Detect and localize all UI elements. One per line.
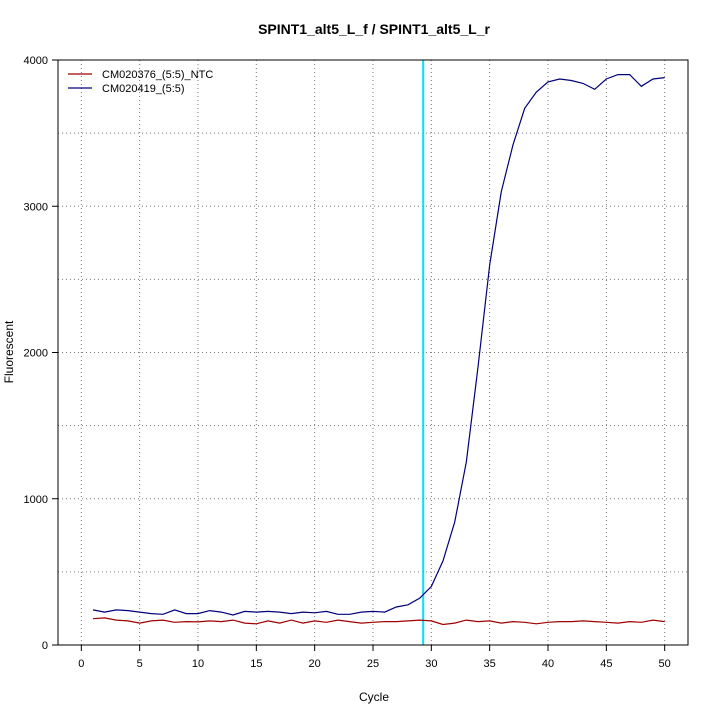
x-axis: 0 5 10 15 20 25 30 35 40 45 50 [78, 645, 671, 670]
x-tick-label: 35 [484, 658, 496, 670]
legend-label: CM020376_(5:5)_NTC [102, 69, 213, 81]
y-tick-label: 3000 [24, 201, 48, 213]
x-tick-label: 50 [659, 658, 671, 670]
x-tick-label: 10 [192, 658, 204, 670]
x-tick-label: 30 [425, 658, 437, 670]
x-tick-label: 20 [309, 658, 321, 670]
y-tick-label: 1000 [24, 494, 48, 506]
x-tick-label: 5 [137, 658, 143, 670]
x-tick-label: 45 [600, 658, 612, 670]
x-axis-label: Cycle [359, 690, 389, 704]
chart-title: SPINT1_alt5_L_f / SPINT1_alt5_L_r [258, 21, 490, 37]
x-tick-label: 15 [250, 658, 262, 670]
legend: CM020376_(5:5)_NTC CM020419_(5:5) [68, 69, 213, 95]
y-tick-label: 0 [42, 640, 48, 652]
y-tick-label: 4000 [24, 55, 48, 67]
y-tick-label: 2000 [24, 348, 48, 360]
x-tick-label: 25 [367, 658, 379, 670]
series-line-2 [92, 73, 665, 616]
y-axis: 0 1000 2000 3000 4000 [24, 55, 58, 652]
grid-lines [58, 59, 688, 645]
x-tick-label: 0 [78, 658, 84, 670]
legend-label: CM020419_(5:5) [102, 83, 185, 95]
x-tick-label: 40 [542, 658, 554, 670]
series-lines [92, 73, 665, 626]
series-line-1 [92, 617, 665, 626]
y-axis-label: Fluorescent [2, 320, 16, 383]
